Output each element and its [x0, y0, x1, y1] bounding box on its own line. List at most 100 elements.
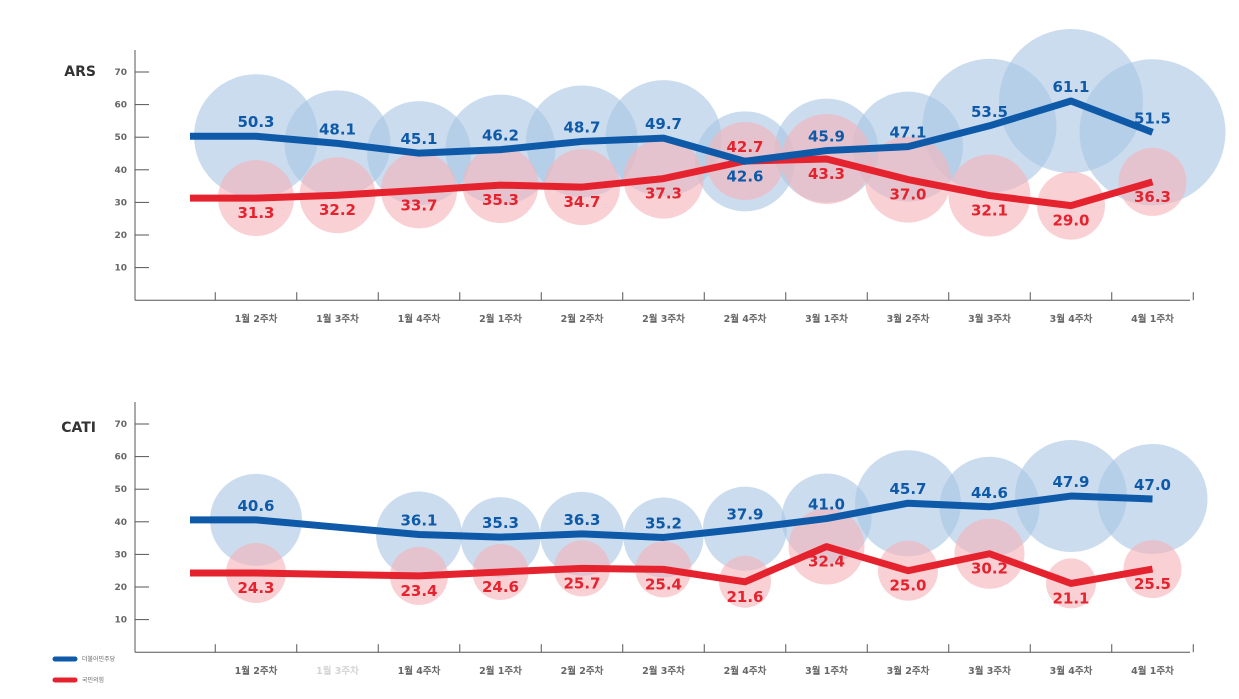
data-label: 24.6 [482, 578, 519, 596]
x-tick-label: 1월 3주차 [316, 313, 359, 325]
x-tick-label: 1월 3주차 [316, 665, 359, 677]
data-label: 29.0 [1052, 212, 1089, 230]
data-label: 45.9 [808, 128, 845, 146]
data-label: 21.6 [726, 588, 763, 606]
data-label: 53.5 [971, 103, 1008, 121]
data-label: 23.4 [400, 582, 437, 600]
data-label: 32.4 [808, 553, 845, 571]
legend: 더불어민주당 국민의힘 [52, 655, 116, 684]
x-tick-label: 2월 2주차 [561, 313, 604, 325]
y-tick-label: 60 [114, 453, 127, 463]
data-label: 31.3 [237, 204, 274, 222]
data-label: 36.3 [1134, 188, 1171, 206]
data-label: 46.2 [482, 127, 519, 145]
x-tick-label: 1월 4주차 [398, 313, 441, 325]
data-label: 25.5 [1134, 575, 1171, 593]
bubbles [210, 440, 1208, 609]
x-tick-label: 2월 2주차 [561, 665, 604, 677]
x-tick-label: 3월 3주차 [968, 313, 1011, 325]
series-line [190, 543, 1154, 587]
x-tick-label: 2월 1주차 [479, 313, 522, 325]
cati-chart: CATI 10 20 30 40 50 60 70 1월 2주차 1월 3주차 1월 4주차 2월 1… [61, 402, 1208, 677]
y-tick-label: 20 [114, 231, 127, 241]
series-line [190, 155, 1154, 210]
data-label: 30.2 [971, 560, 1008, 578]
data-label: 47.1 [889, 124, 926, 142]
data-label: 40.6 [237, 497, 274, 515]
data-labels: 40.6 36.1 35.3 36.3 35.2 37.9 41.0 45.7 44.6 47.9… [237, 473, 1171, 607]
x-tick-label: 3월 4주차 [1050, 313, 1093, 325]
y-tick-label: 70 [114, 68, 127, 78]
series-line [190, 97, 1154, 165]
data-label: 32.2 [319, 201, 356, 219]
data-label: 36.3 [563, 511, 600, 529]
y-tick-label: 10 [114, 264, 127, 274]
x-tick-label: 1월 2주차 [235, 665, 278, 677]
data-label: 34.7 [563, 193, 600, 211]
y-tick-label: 50 [114, 485, 127, 495]
y-tick-label: 70 [114, 420, 127, 430]
data-label: 48.1 [319, 120, 356, 138]
data-label: 35.2 [645, 514, 682, 532]
legend-item-ppp: 국민의힘 [52, 676, 104, 684]
x-tick-label: 3월 2주차 [887, 665, 930, 677]
data-label: 25.0 [889, 577, 926, 595]
data-label: 24.3 [237, 579, 274, 597]
legend-label: 국민의힘 [82, 676, 104, 684]
y-tick-label: 40 [114, 518, 127, 528]
data-label: 32.1 [971, 202, 1008, 220]
x-tick-label: 1월 2주차 [235, 313, 278, 325]
x-tick-label: 2월 1주차 [479, 665, 522, 677]
x-tick-label: 3월 1주차 [805, 313, 848, 325]
data-label: 35.3 [482, 191, 519, 209]
data-label: 36.1 [400, 512, 437, 530]
series-lines [190, 97, 1154, 210]
data-label: 37.9 [726, 506, 763, 524]
x-tick-label: 2월 3주차 [642, 665, 685, 677]
data-label: 47.0 [1134, 476, 1171, 494]
data-label: 44.6 [971, 484, 1008, 502]
data-label: 61.1 [1052, 78, 1089, 96]
data-label: 35.3 [482, 514, 519, 532]
data-label: 42.7 [726, 138, 763, 156]
y-tick-label: 40 [114, 166, 127, 176]
y-tick-label: 10 [114, 616, 127, 626]
data-label: 25.7 [563, 574, 600, 592]
data-label: 37.3 [645, 185, 682, 203]
y-tick-label: 30 [114, 550, 127, 560]
y-tick-label: 60 [114, 101, 127, 111]
data-label: 50.3 [237, 113, 274, 131]
x-tick-label: 3월 3주차 [968, 665, 1011, 677]
x-tick-label: 3월 4주차 [1050, 665, 1093, 677]
series-line [190, 492, 1153, 541]
data-label: 21.1 [1052, 589, 1089, 607]
data-label: 48.7 [563, 118, 600, 136]
y-tick-label: 20 [114, 583, 127, 593]
legend-label: 더불어민주당 [82, 655, 116, 663]
data-label: 45.7 [889, 480, 926, 498]
x-tick-label: 1월 4주차 [398, 665, 441, 677]
ars-chart: ARS 10 20 30 40 50 60 70 1월 2주차 1월 3주차 1월 4주차 2월 1주… [64, 29, 1226, 325]
series-lines [190, 492, 1154, 587]
data-labels: 50.3 48.1 45.1 46.2 48.7 49.7 42.6 45.9 47.1 53.5… [237, 78, 1171, 230]
data-label: 37.0 [889, 186, 926, 204]
y-tick-label: 50 [114, 133, 127, 143]
x-tick-label: 4월 1주차 [1131, 665, 1174, 677]
data-label: 49.7 [645, 115, 682, 133]
data-label: 41.0 [808, 496, 845, 514]
data-label: 45.1 [400, 130, 437, 148]
data-label: 25.4 [645, 575, 682, 593]
chart-title: CATI [61, 420, 96, 436]
data-label: 51.5 [1134, 109, 1171, 127]
x-tick-label: 4월 1주차 [1131, 313, 1174, 325]
x-tick-label: 2월 3주차 [642, 313, 685, 325]
data-label: 47.9 [1052, 473, 1089, 491]
x-tick-label: 2월 4주차 [724, 665, 767, 677]
legend-item-democratic: 더불어민주당 [52, 655, 116, 663]
chart-title: ARS [64, 64, 96, 80]
data-label: 43.3 [808, 165, 845, 183]
x-tick-label: 3월 1주차 [805, 665, 848, 677]
y-tick-label: 30 [114, 198, 127, 208]
data-label: 33.7 [400, 196, 437, 214]
